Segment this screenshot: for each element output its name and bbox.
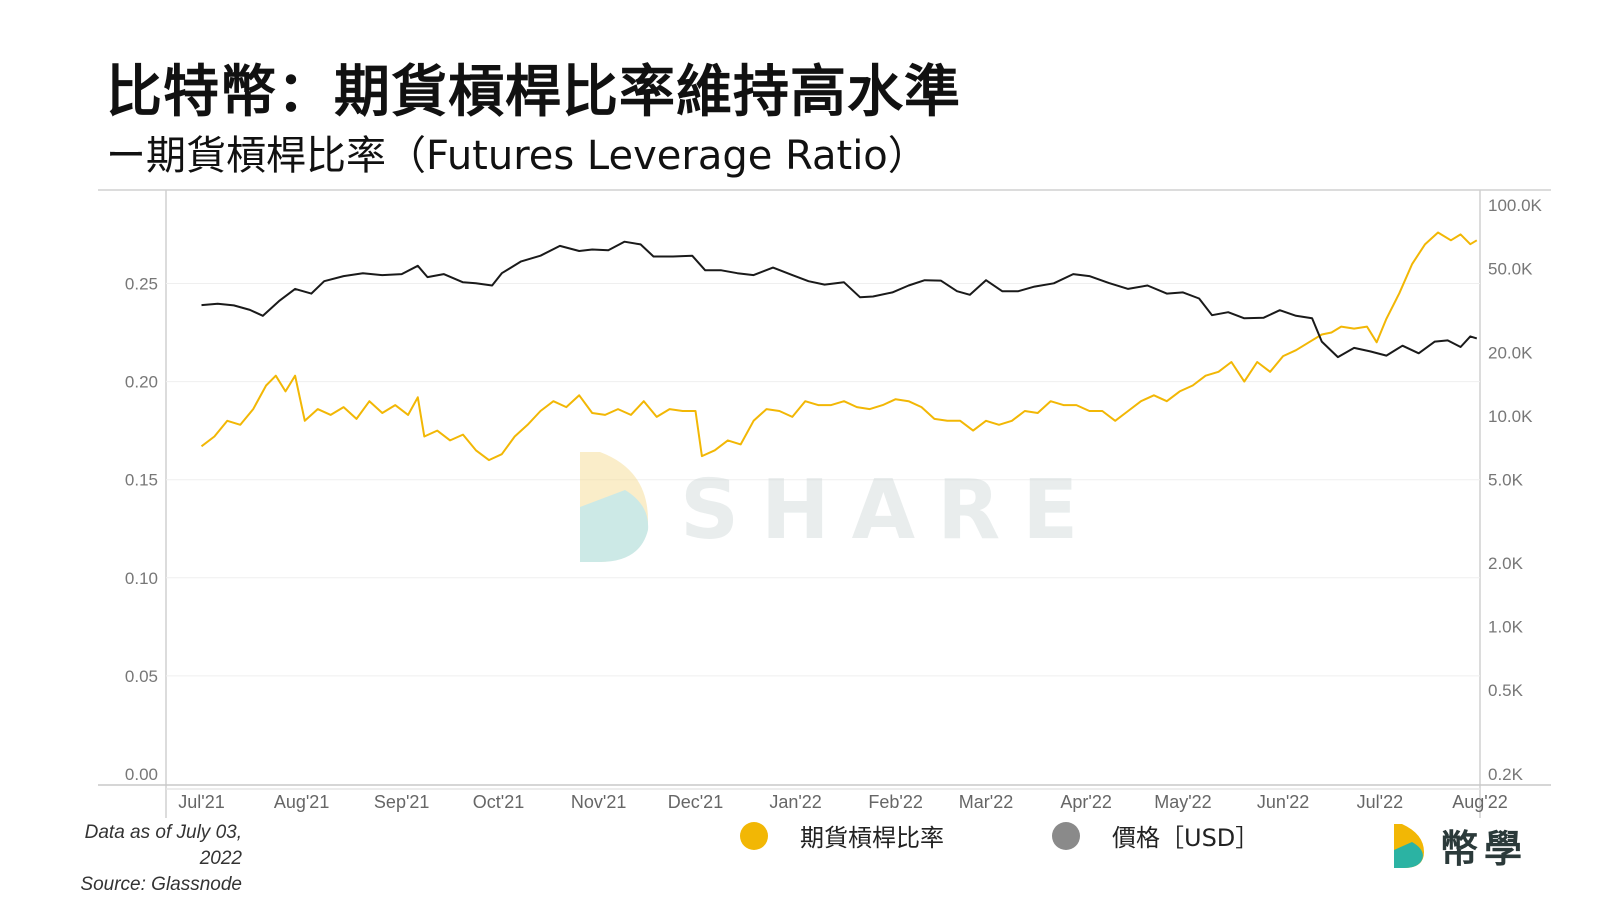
legend-item-price: 價格［USD］ — [1052, 818, 1259, 853]
right-tick-label: 0.2K — [1488, 765, 1524, 784]
x-tick-label: Sep'21 — [374, 792, 430, 812]
x-tick-label: Feb'22 — [868, 792, 922, 812]
x-tick-label: May'22 — [1154, 792, 1211, 812]
x-tick-label: Jul'21 — [178, 792, 224, 812]
share-logo-mark-teal — [580, 490, 649, 562]
chart-subtitle: ー期貨槓桿比率（Futures Leverage Ratio） — [106, 133, 928, 179]
share-watermark: SHARE — [580, 452, 1100, 562]
right-tick-label: 50.0K — [1488, 259, 1533, 278]
series-line-leverage — [200, 231, 1478, 462]
left-tick-label: 0.25 — [125, 274, 158, 293]
right-tick-label: 10.0K — [1488, 407, 1533, 426]
brand-logo: 幣學 — [1392, 818, 1528, 873]
leverage-price-chart: 0.00 0.05 0.10 0.15 0.20 0.25 100.0K 50.0K 20.0… — [98, 189, 1551, 818]
x-tick-label: Oct'21 — [473, 792, 524, 812]
x-tick-label: Jan'22 — [769, 792, 821, 812]
left-tick-label: 0.10 — [125, 569, 158, 588]
series-line-price — [201, 240, 1478, 359]
x-tick-label: Apr'22 — [1060, 792, 1111, 812]
share-logo-mark — [580, 452, 648, 562]
x-tick-label: Mar'22 — [959, 792, 1013, 812]
legend-dot-leverage — [740, 821, 768, 850]
x-tick-label: Jun'22 — [1257, 792, 1309, 812]
right-tick-label: 100.0K — [1488, 196, 1543, 215]
right-tick-label: 0.5K — [1488, 681, 1524, 700]
left-tick-label: 0.20 — [125, 373, 158, 392]
right-tick-label: 1.0K — [1488, 618, 1524, 637]
left-tick-label: 0.00 — [125, 765, 158, 784]
x-tick-label: Aug'22 — [1452, 792, 1508, 812]
left-tick-label: 0.05 — [125, 667, 158, 686]
right-tick-label: 20.0K — [1488, 343, 1533, 362]
legend-dot-price — [1052, 821, 1080, 850]
x-tick-label: Jul'22 — [1357, 792, 1403, 812]
source-note: Source: Glassnode — [80, 874, 242, 895]
watermark-text: SHARE — [680, 463, 1100, 558]
legend-label-leverage: 期貨槓桿比率 — [800, 824, 944, 852]
footer-note: Data as of July 03, 2022 Source: Glassno… — [54, 820, 242, 898]
x-tick-label: Nov'21 — [571, 792, 626, 812]
right-tick-label: 2.0K — [1488, 554, 1524, 573]
legend-label-price: 價格［USD］ — [1112, 824, 1260, 852]
data-date-note: Data as of July 03, 2022 — [84, 822, 242, 869]
brand-logo-mark — [1394, 823, 1424, 868]
brand-name: 幣學 — [1440, 827, 1529, 871]
chart-title: 比特幣：期貨槓桿比率維持高水準 — [106, 60, 961, 125]
left-tick-label: 0.15 — [125, 471, 158, 490]
legend-item-leverage: 期貨槓桿比率 — [740, 818, 944, 853]
right-tick-label: 5.0K — [1488, 470, 1524, 489]
x-tick-label: Aug'21 — [274, 792, 330, 812]
x-tick-label: Dec'21 — [668, 792, 723, 812]
